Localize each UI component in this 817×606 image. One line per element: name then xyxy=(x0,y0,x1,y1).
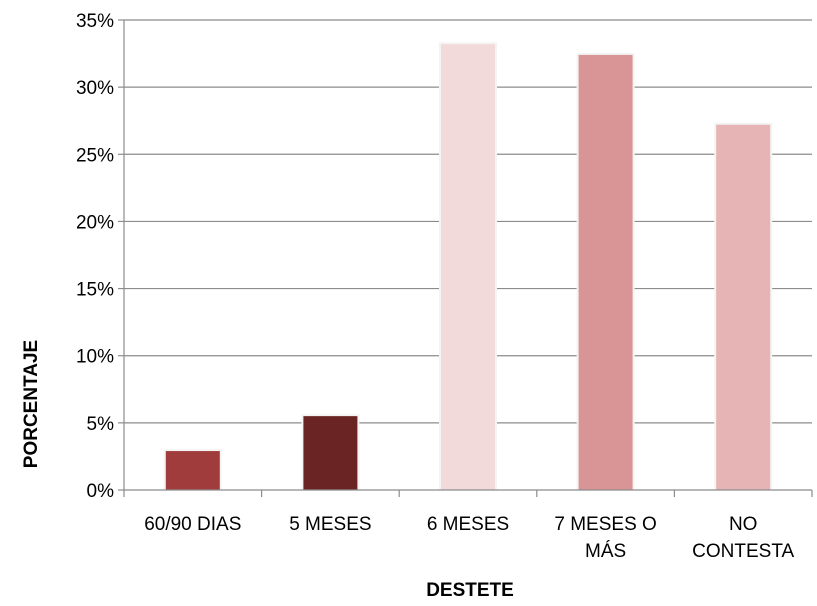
bar xyxy=(441,44,495,491)
x-tick-label: 60/90 DIAS xyxy=(144,514,241,535)
bar xyxy=(716,124,771,490)
bar xyxy=(303,416,358,490)
y-tick-label: 5% xyxy=(87,414,115,435)
x-axis-title: DESTETE xyxy=(426,580,514,601)
bars xyxy=(163,42,773,491)
axes xyxy=(123,20,813,497)
bar xyxy=(578,54,633,491)
x-tick-label: 6 MESES xyxy=(427,514,509,535)
y-tick-label: 15% xyxy=(76,280,114,301)
x-tick-label: 5 MESES xyxy=(289,514,371,535)
y-axis-title: PORCENTAJE xyxy=(21,340,42,468)
x-tick-label: 7 MESES O MÁS xyxy=(554,514,656,562)
x-tick-label: NO CONTESTA xyxy=(692,514,794,562)
y-tick-label: 30% xyxy=(76,78,114,99)
y-tick-label: 25% xyxy=(76,145,114,166)
y-tick-label: 0% xyxy=(87,481,115,502)
y-tick-label: 10% xyxy=(76,347,114,368)
y-tick-label: 35% xyxy=(76,11,114,32)
y-tick-label: 20% xyxy=(76,212,114,233)
bar xyxy=(165,451,220,490)
x-tick-labels: 60/90 DIAS 5 MESES 6 MESES 7 MESES O MÁS NO CO… xyxy=(144,514,794,562)
y-tick-labels: 0% 5% 10% 15% 20% 25% 30% 35% xyxy=(76,11,114,502)
